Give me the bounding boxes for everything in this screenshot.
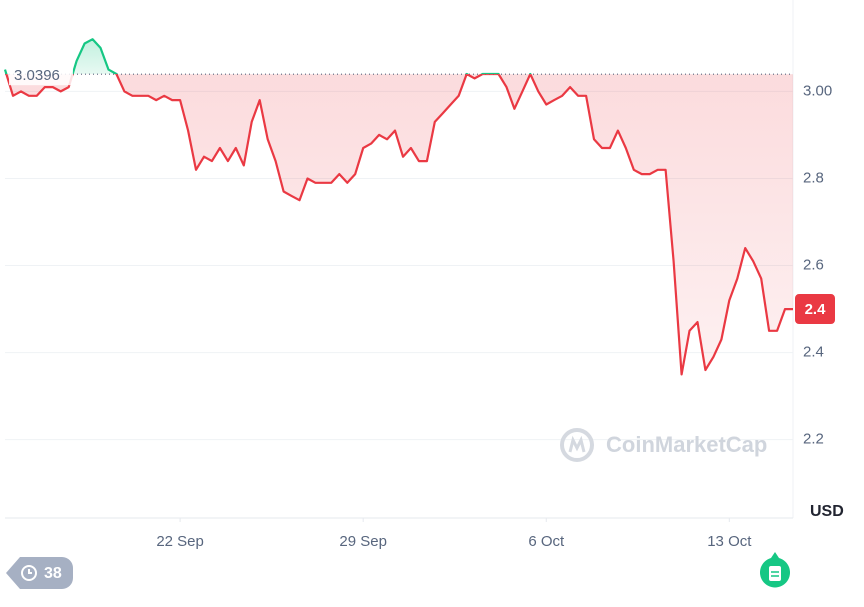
notes-icon-lines	[771, 571, 779, 577]
y-tick-label: 2.6	[803, 256, 824, 273]
price-line-down	[5, 74, 793, 376]
watermark: CoinMarketCap	[560, 428, 767, 462]
area-up	[5, 39, 793, 75]
history-badge[interactable]: 38	[6, 557, 73, 589]
watermark-logo	[560, 428, 594, 462]
currency-label: USD	[810, 503, 844, 520]
history-icon	[21, 565, 37, 581]
plot-area: 3.0396	[3, 0, 794, 522]
watermark-text: CoinMarketCap	[606, 432, 767, 457]
baseline-label-bg	[9, 66, 73, 86]
notes-button[interactable]	[760, 552, 790, 588]
baseline-label: 3.0396	[14, 67, 60, 84]
watermark-logo-mark	[568, 435, 586, 453]
y-tick-label: 2.2	[803, 431, 824, 448]
x-tick-label: 13 Oct	[707, 533, 752, 550]
history-badge-bg[interactable]	[6, 557, 73, 589]
area-down	[6, 74, 793, 375]
x-tick-label: 29 Sep	[339, 533, 387, 550]
x-tick-label: 6 Oct	[528, 533, 565, 550]
notes-icon	[769, 566, 781, 581]
price-badge	[795, 294, 835, 325]
x-tick-label: 22 Sep	[156, 533, 204, 550]
history-icon-hands	[28, 569, 32, 574]
y-tick-label: 2.8	[803, 169, 824, 186]
history-count: 38	[44, 565, 62, 582]
y-tick-label: 2.4	[803, 344, 824, 361]
y-tick-label: 3.00	[803, 82, 832, 99]
price-badge-label: 2.4	[805, 301, 827, 318]
